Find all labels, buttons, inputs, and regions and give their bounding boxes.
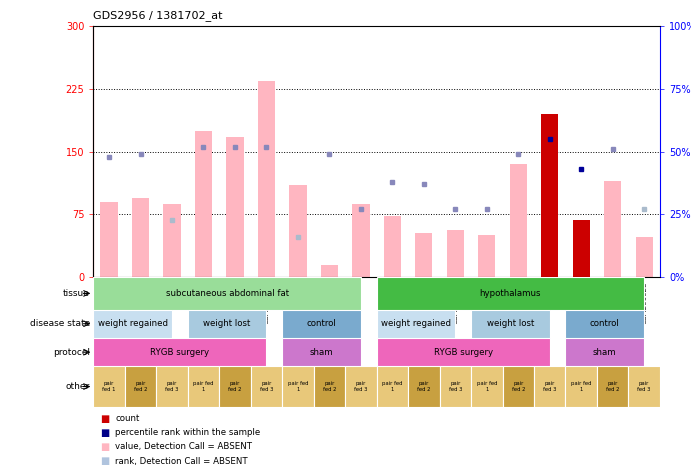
Text: count: count (115, 414, 140, 423)
Bar (509, 164, 527, 277)
Bar (93, 310, 172, 338)
Bar (282, 338, 361, 366)
Bar (478, 236, 495, 277)
Bar (377, 338, 550, 366)
Bar (471, 310, 550, 338)
Bar (345, 366, 377, 407)
Bar (534, 366, 565, 407)
Bar (93, 338, 267, 366)
Bar (226, 137, 244, 277)
Text: control: control (590, 319, 620, 328)
Bar (93, 277, 361, 310)
Bar (290, 185, 307, 277)
Text: weight regained: weight regained (381, 319, 451, 328)
Bar (314, 366, 345, 407)
Bar (604, 181, 621, 277)
Text: pair
fed 1: pair fed 1 (102, 381, 116, 392)
Text: pair
fed 3: pair fed 3 (354, 381, 368, 392)
Bar (415, 233, 433, 277)
Text: pair
fed 2: pair fed 2 (228, 381, 242, 392)
Text: RYGB surgery: RYGB surgery (150, 348, 209, 356)
Bar (408, 366, 439, 407)
Text: pair
fed 2: pair fed 2 (417, 381, 430, 392)
Bar (132, 198, 149, 277)
Text: ■: ■ (100, 413, 109, 424)
Bar (502, 366, 534, 407)
Text: pair fed
1: pair fed 1 (477, 381, 497, 392)
Bar (377, 277, 644, 310)
Bar (384, 216, 401, 277)
Bar (100, 202, 117, 277)
Text: sham: sham (310, 348, 333, 356)
Bar (597, 366, 628, 407)
Text: pair fed
1: pair fed 1 (571, 381, 591, 392)
Bar (321, 265, 338, 277)
Text: pair fed
1: pair fed 1 (193, 381, 214, 392)
Bar (219, 366, 251, 407)
Bar (565, 338, 644, 366)
Text: GDS2956 / 1381702_at: GDS2956 / 1381702_at (93, 10, 223, 21)
Text: pair
fed 3: pair fed 3 (260, 381, 273, 392)
Text: pair
fed 2: pair fed 2 (323, 381, 336, 392)
Text: pair
fed 3: pair fed 3 (638, 381, 651, 392)
Text: sham: sham (593, 348, 616, 356)
Bar (282, 310, 361, 338)
Bar (471, 366, 502, 407)
Bar (636, 237, 653, 277)
Bar (446, 229, 464, 277)
Text: RYGB surgery: RYGB surgery (433, 348, 493, 356)
Text: rank, Detection Call = ABSENT: rank, Detection Call = ABSENT (115, 457, 248, 465)
Text: control: control (307, 319, 337, 328)
Bar (628, 366, 660, 407)
Text: disease state: disease state (30, 319, 90, 328)
Bar (377, 310, 455, 338)
Text: ■: ■ (100, 428, 109, 438)
Text: weight regained: weight regained (97, 319, 168, 328)
Text: weight lost: weight lost (203, 319, 251, 328)
Bar (188, 366, 219, 407)
Bar (195, 131, 212, 277)
Text: hypothalamus: hypothalamus (480, 289, 541, 298)
Bar (352, 204, 370, 277)
Text: weight lost: weight lost (486, 319, 534, 328)
Bar (565, 310, 644, 338)
Bar (258, 81, 275, 277)
Bar (188, 310, 267, 338)
Bar (573, 220, 590, 277)
Text: pair fed
1: pair fed 1 (382, 381, 403, 392)
Bar (541, 114, 558, 277)
Text: pair
fed 2: pair fed 2 (134, 381, 147, 392)
Bar (565, 366, 597, 407)
Text: ■: ■ (100, 442, 109, 452)
Text: value, Detection Call = ABSENT: value, Detection Call = ABSENT (115, 443, 252, 451)
Bar (93, 366, 125, 407)
Text: subcutaneous abdominal fat: subcutaneous abdominal fat (166, 289, 289, 298)
Bar (282, 366, 314, 407)
Bar (251, 366, 282, 407)
Text: pair
fed 2: pair fed 2 (606, 381, 619, 392)
Text: pair
fed 2: pair fed 2 (511, 381, 525, 392)
Text: pair
fed 3: pair fed 3 (165, 381, 179, 392)
Text: percentile rank within the sample: percentile rank within the sample (115, 428, 261, 437)
Bar (156, 366, 188, 407)
Text: pair
fed 3: pair fed 3 (543, 381, 556, 392)
Bar (163, 204, 180, 277)
Bar (439, 366, 471, 407)
Text: other: other (66, 382, 90, 391)
Text: tissue: tissue (63, 289, 90, 298)
Text: pair
fed 3: pair fed 3 (448, 381, 462, 392)
Text: ■: ■ (100, 456, 109, 466)
Text: pair fed
1: pair fed 1 (287, 381, 308, 392)
Bar (377, 366, 408, 407)
Text: protocol: protocol (53, 348, 90, 356)
Bar (125, 366, 156, 407)
